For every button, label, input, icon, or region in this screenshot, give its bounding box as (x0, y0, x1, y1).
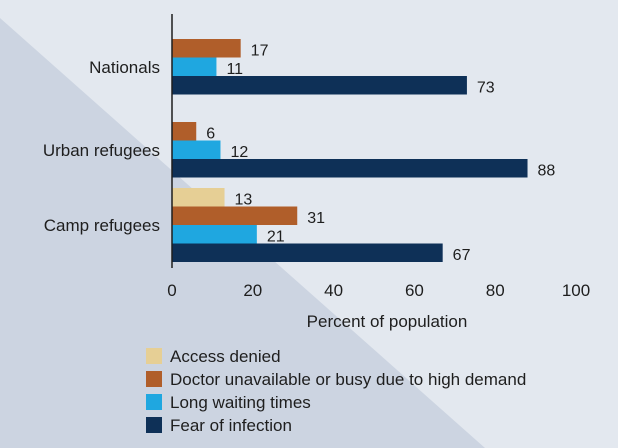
data-label-camp-refugees-fear-of-infection: 67 (453, 247, 471, 264)
bar-urban-refugees-long-waiting-times (172, 140, 221, 159)
data-label-urban-refugees-fear-of-infection: 88 (538, 163, 556, 180)
legend-label-access-denied: Access denied (170, 347, 281, 366)
bar-nationals-fear-of-infection (172, 76, 467, 95)
legend-label-doctor-unavailable-or-busy-due-to-high-demand: Doctor unavailable or busy due to high d… (170, 370, 526, 389)
legend-swatch-access-denied (146, 348, 162, 364)
category-label-camp-refugees: Camp refugees (44, 216, 160, 235)
bar-urban-refugees-doctor-unavailable-or-busy-due-to-high-demand (172, 122, 197, 141)
data-label-urban-refugees-doctor-unavailable-or-busy-due-to-high-demand: 6 (206, 126, 215, 143)
bar-camp-refugees-long-waiting-times (172, 225, 257, 244)
bar-nationals-long-waiting-times (172, 57, 217, 76)
bar-nationals-doctor-unavailable-or-busy-due-to-high-demand (172, 39, 241, 58)
x-tick-label-0: 0 (167, 281, 176, 300)
x-tick-label-100: 100 (562, 281, 590, 300)
category-label-urban-refugees: Urban refugees (43, 141, 160, 160)
x-tick-label-40: 40 (324, 281, 343, 300)
bar-camp-refugees-fear-of-infection (172, 243, 443, 262)
data-label-camp-refugees-doctor-unavailable-or-busy-due-to-high-demand: 31 (307, 210, 325, 227)
x-tick-label-60: 60 (405, 281, 424, 300)
x-axis-ticks: 0 20 40 60 80 100 (167, 281, 590, 300)
bar-camp-refugees-doctor-unavailable-or-busy-due-to-high-demand (172, 206, 298, 225)
category-label-nationals: Nationals (89, 58, 160, 77)
legend-swatch-doctor-unavailable-or-busy-due-to-high-demand (146, 371, 162, 387)
data-label-camp-refugees-access-denied: 13 (235, 192, 253, 209)
data-label-nationals-doctor-unavailable-or-busy-due-to-high-demand: 17 (251, 43, 269, 60)
x-tick-label-80: 80 (486, 281, 505, 300)
legend: Access denied Doctor unavailable or busy … (146, 347, 526, 435)
data-label-urban-refugees-long-waiting-times: 12 (230, 144, 248, 161)
legend-swatch-fear-of-infection (146, 417, 162, 433)
data-label-nationals-fear-of-infection: 73 (477, 80, 495, 97)
bar-camp-refugees-access-denied (172, 188, 225, 207)
x-axis-title: Percent of population (307, 312, 468, 331)
plot-area: Nationals 17 11 73 Urban refugees 6 12 88 Camp r… (43, 39, 556, 264)
legend-label-long-waiting-times: Long waiting times (170, 393, 311, 412)
data-label-nationals-long-waiting-times: 11 (226, 61, 243, 78)
legend-swatch-long-waiting-times (146, 394, 162, 410)
data-label-camp-refugees-long-waiting-times: 21 (267, 229, 285, 246)
legend-label-fear-of-infection: Fear of infection (170, 416, 292, 435)
x-tick-label-20: 20 (243, 281, 262, 300)
bar-urban-refugees-fear-of-infection (172, 159, 528, 178)
